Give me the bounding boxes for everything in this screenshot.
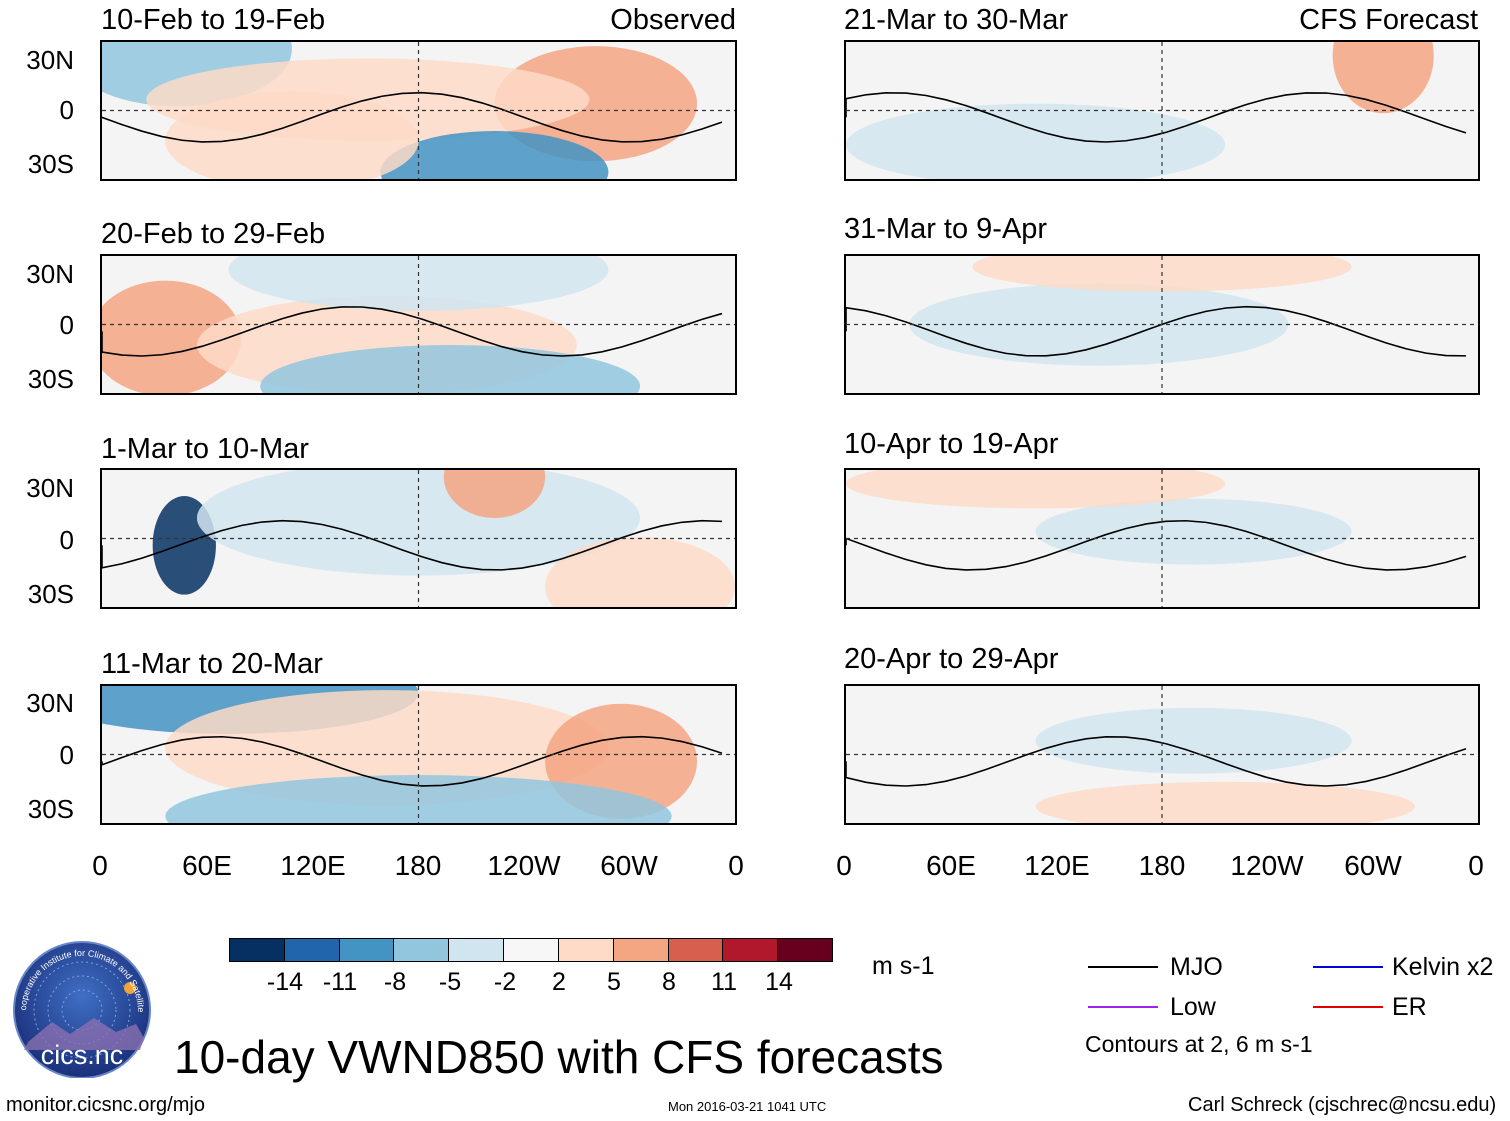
panel-tag: Observed bbox=[610, 4, 736, 36]
panel-title: 11-Mar to 20-Mar bbox=[101, 648, 323, 680]
logo-text: cics.nc bbox=[41, 1040, 124, 1070]
panel-title: 31-Mar to 9-Apr bbox=[844, 213, 1048, 245]
lat-label: 0 bbox=[59, 740, 74, 770]
colorbar-label: 14 bbox=[765, 968, 793, 996]
legend-swatch-er bbox=[1313, 1006, 1383, 1008]
lon-label: 120W bbox=[1230, 850, 1304, 881]
footer-author: Carl Schreck (cjschrec@ncsu.edu) bbox=[1188, 1094, 1497, 1116]
map-panel bbox=[844, 40, 1480, 181]
lat-label: 30S bbox=[27, 579, 74, 609]
map-panel bbox=[844, 254, 1480, 395]
colorbar-label: 8 bbox=[662, 968, 676, 996]
colorbar-swatch bbox=[668, 939, 724, 961]
colorbar-swatch bbox=[284, 939, 340, 961]
colorbar-label: -8 bbox=[383, 968, 407, 996]
cics-logo: Cooperative Institute for Climate and Sa… bbox=[5, 930, 156, 1079]
colorbar-label: -2 bbox=[493, 968, 517, 996]
colorbar-swatch bbox=[778, 939, 832, 961]
colorbar-swatch bbox=[504, 939, 559, 961]
panel-title: 10-Feb to 19-Feb bbox=[101, 4, 326, 36]
lon-label: 180 bbox=[394, 850, 442, 881]
colorbar-label: 5 bbox=[607, 968, 621, 996]
colorbar-label: 11 bbox=[711, 968, 737, 996]
colorbar-swatch bbox=[339, 939, 395, 961]
map-panel bbox=[844, 684, 1480, 825]
lon-label: 0 bbox=[836, 850, 852, 881]
panel-title: 10-Apr to 19-Apr bbox=[844, 428, 1059, 460]
panel-title: 1-Mar to 10-Mar bbox=[101, 433, 309, 465]
lat-label: 30N bbox=[26, 688, 74, 718]
lon-label: 0 bbox=[728, 850, 744, 881]
lon-label: 120E bbox=[280, 850, 346, 881]
map-panel bbox=[100, 468, 737, 609]
lat-label: 30N bbox=[26, 473, 74, 503]
panel-tag: CFS Forecast bbox=[1299, 4, 1478, 36]
colorbar-swatch bbox=[558, 939, 614, 961]
lon-label: 0 bbox=[1468, 850, 1484, 881]
lat-label: 0 bbox=[59, 95, 74, 125]
colorbar-label: 2 bbox=[552, 968, 566, 996]
main-title: 10-day VWND850 with CFS forecasts bbox=[174, 1031, 944, 1083]
contour-note: Contours at 2, 6 m s-1 bbox=[1085, 1031, 1313, 1057]
legend-label-low: Low bbox=[1170, 993, 1216, 1021]
panel-title: 20-Feb to 29-Feb bbox=[101, 218, 326, 250]
colorbar-label: -11 bbox=[322, 968, 358, 996]
lon-label: 60E bbox=[182, 850, 232, 881]
legend-swatch-kelvin bbox=[1313, 966, 1383, 968]
colorbar-swatch bbox=[449, 939, 505, 961]
colorbar-label: -5 bbox=[438, 968, 462, 996]
lat-label: 30N bbox=[26, 259, 74, 289]
colorbar-swatch bbox=[230, 939, 285, 961]
colorbar-swatch bbox=[613, 939, 669, 961]
footer-timestamp: Mon 2016-03-21 1041 UTC bbox=[668, 1099, 827, 1114]
colorbar bbox=[229, 938, 833, 962]
legend-label-mjo: MJO bbox=[1170, 953, 1223, 981]
lon-label: 0 bbox=[92, 850, 108, 881]
colorbar-label: -14 bbox=[266, 968, 304, 996]
legend-swatch-mjo bbox=[1088, 966, 1158, 968]
lon-label: 180 bbox=[1138, 850, 1186, 881]
legend-label-er: ER bbox=[1392, 993, 1427, 1021]
lon-label: 120W bbox=[487, 850, 561, 881]
lon-label: 60E bbox=[926, 850, 976, 881]
lat-label: 0 bbox=[59, 525, 74, 555]
lat-label: 0 bbox=[59, 310, 74, 340]
map-panel bbox=[100, 254, 737, 395]
colorbar-unit: m s-1 bbox=[872, 952, 935, 980]
lat-label: 30S bbox=[27, 364, 74, 394]
map-panel bbox=[100, 40, 737, 181]
colorbar-swatch bbox=[394, 939, 450, 961]
lon-label: 60W bbox=[1344, 850, 1402, 881]
panel-title: 20-Apr to 29-Apr bbox=[844, 643, 1059, 675]
legend-label-kelvin: Kelvin x2 bbox=[1392, 953, 1494, 981]
map-panel bbox=[844, 468, 1480, 609]
lon-label: 60W bbox=[600, 850, 658, 881]
lat-label: 30S bbox=[27, 794, 74, 824]
lat-label: 30S bbox=[27, 149, 74, 179]
panel-title: 21-Mar to 30-Mar bbox=[844, 4, 1069, 36]
lat-label: 30N bbox=[26, 45, 74, 75]
footer-url: monitor.cicsnc.org/mjo bbox=[6, 1094, 205, 1116]
lon-label: 120E bbox=[1024, 850, 1090, 881]
map-panel bbox=[100, 684, 737, 825]
colorbar-swatch bbox=[723, 939, 779, 961]
legend-swatch-low bbox=[1088, 1006, 1158, 1008]
